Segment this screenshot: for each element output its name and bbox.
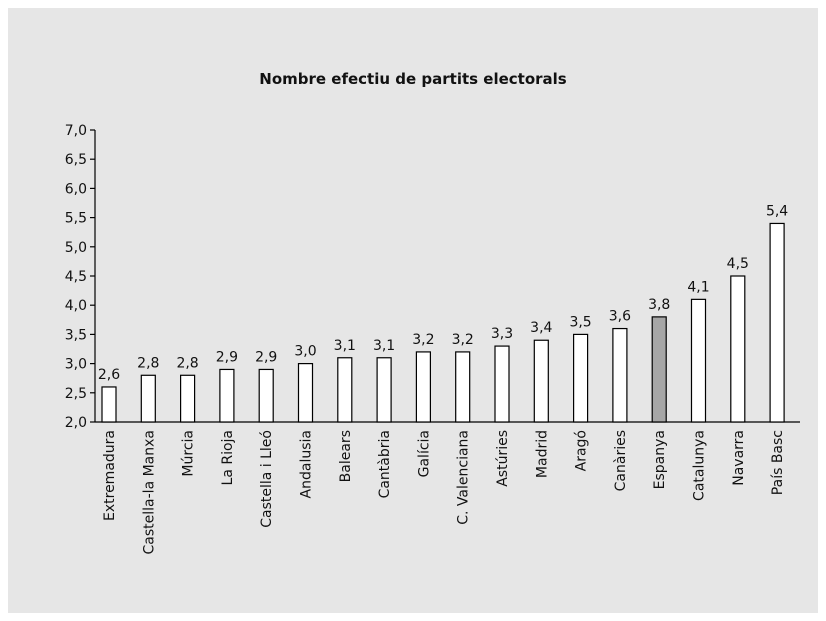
bar-value-label: 3,0	[294, 344, 316, 360]
y-tick-label: 5,5	[65, 211, 87, 227]
category-label: C. Valenciana	[456, 430, 472, 525]
category-label: Cantàbria	[377, 430, 393, 498]
bar	[101, 386, 117, 423]
category-label: Espanya	[652, 430, 668, 489]
category-label: Castella-la Manxa	[141, 430, 157, 554]
bar-value-label: 3,2	[452, 332, 474, 348]
y-tick-label: 2,5	[65, 386, 87, 402]
y-tick-label: 3,5	[65, 327, 87, 343]
category-label: Extremadura	[102, 430, 118, 521]
bar	[258, 368, 274, 423]
y-tick-label: 6,0	[65, 181, 87, 197]
bar	[651, 316, 667, 423]
bar	[769, 222, 785, 423]
y-tick-label: 2,0	[65, 415, 87, 431]
category-label: País Basc	[770, 430, 786, 495]
bar	[572, 333, 589, 423]
y-tick-label: 4,5	[65, 269, 87, 285]
bar	[455, 351, 471, 423]
bar-value-label: 3,2	[412, 332, 434, 348]
bar-value-label: 2,8	[137, 355, 159, 371]
bar-value-label: 2,9	[216, 349, 238, 365]
category-label: Castella i Lleó	[259, 430, 275, 528]
chart-title: Nombre efectiu de partits electorals	[259, 70, 567, 88]
bar-value-label: 2,8	[176, 355, 198, 371]
category-label: Catalunya	[692, 430, 708, 501]
bar	[730, 275, 746, 423]
bar	[140, 374, 156, 423]
bar-value-label: 3,4	[530, 320, 552, 336]
bar-value-label: 4,5	[727, 256, 749, 272]
category-label: Andalusia	[299, 430, 315, 498]
bar	[337, 357, 353, 423]
bar	[219, 368, 235, 423]
category-label: Astúries	[495, 430, 511, 487]
bar	[494, 345, 510, 423]
category-label: Aragó	[574, 430, 590, 471]
bar-value-label: 5,4	[766, 203, 788, 219]
bar-value-label: 3,1	[373, 338, 395, 354]
chart-panel: Nombre efectiu de partits electorals	[8, 8, 818, 613]
bar	[533, 339, 549, 423]
bar	[297, 363, 314, 423]
bar-value-label: 2,9	[255, 349, 277, 365]
category-label: Navarra	[731, 430, 747, 486]
bar	[180, 374, 196, 423]
bar-value-label: 3,8	[648, 297, 670, 313]
bar	[612, 327, 628, 423]
y-tick-label: 3,0	[65, 357, 87, 373]
category-label: La Rioja	[220, 430, 236, 485]
category-label: Balears	[338, 430, 354, 482]
bar	[415, 351, 431, 423]
bar	[690, 298, 707, 423]
category-label: Galícia	[416, 430, 432, 477]
bar-value-label: 2,6	[98, 367, 120, 383]
bar-value-label: 4,1	[687, 279, 709, 295]
category-label: Canàries	[613, 430, 629, 491]
y-tick-label: 4,0	[65, 298, 87, 314]
y-tick-label: 7,0	[65, 123, 87, 139]
bar-value-label: 3,1	[334, 338, 356, 354]
bar-value-label: 3,6	[609, 309, 631, 325]
category-label: Múrcia	[181, 430, 197, 477]
category-label: Madrid	[534, 430, 550, 478]
y-tick-label: 5,0	[65, 240, 87, 256]
y-tick-label: 6,5	[65, 152, 87, 168]
bar-value-label: 3,5	[569, 314, 591, 330]
bar	[376, 357, 392, 423]
bar-value-label: 3,3	[491, 326, 513, 342]
